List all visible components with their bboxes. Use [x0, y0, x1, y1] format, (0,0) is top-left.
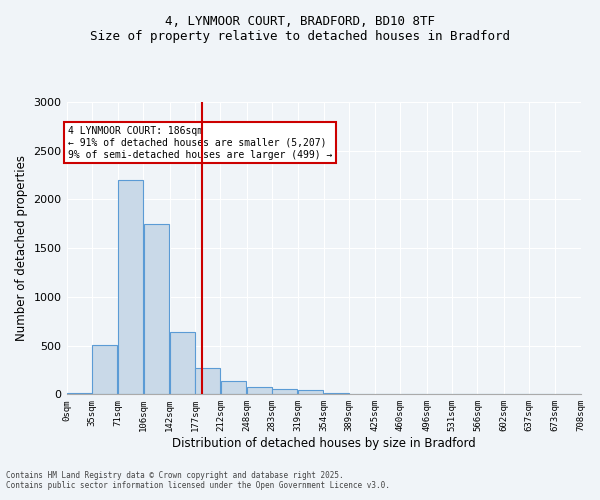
Bar: [272, 389, 297, 394]
Bar: [247, 386, 272, 394]
Bar: [195, 368, 220, 394]
X-axis label: Distribution of detached houses by size in Bradford: Distribution of detached houses by size …: [172, 437, 475, 450]
Bar: [221, 380, 245, 394]
Text: Contains HM Land Registry data © Crown copyright and database right 2025.
Contai: Contains HM Land Registry data © Crown c…: [6, 470, 390, 490]
Bar: [118, 180, 143, 394]
Bar: [144, 224, 169, 394]
Text: 4, LYNMOOR COURT, BRADFORD, BD10 8TF
Size of property relative to detached house: 4, LYNMOOR COURT, BRADFORD, BD10 8TF Siz…: [90, 15, 510, 43]
Bar: [298, 390, 323, 394]
Y-axis label: Number of detached properties: Number of detached properties: [15, 155, 28, 341]
Bar: [324, 393, 349, 394]
Text: 4 LYNMOOR COURT: 186sqm
← 91% of detached houses are smaller (5,207)
9% of semi-: 4 LYNMOOR COURT: 186sqm ← 91% of detache…: [68, 126, 332, 160]
Bar: [92, 344, 117, 395]
Bar: [170, 332, 195, 394]
